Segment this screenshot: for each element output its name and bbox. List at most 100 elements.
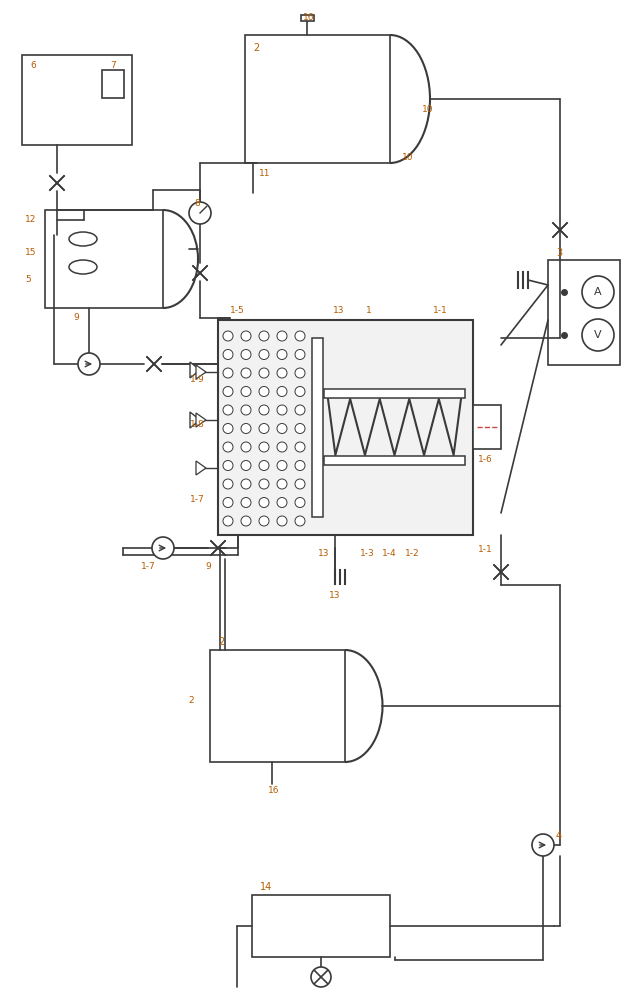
Circle shape [78, 353, 100, 375]
Circle shape [277, 405, 287, 415]
Text: 14: 14 [260, 882, 273, 892]
Circle shape [223, 424, 233, 434]
Bar [473, 405, 501, 449]
Circle shape [295, 368, 305, 378]
Circle shape [295, 479, 305, 489]
Circle shape [189, 202, 211, 224]
Circle shape [241, 331, 251, 341]
Text: 1-8: 1-8 [190, 420, 205, 429]
Circle shape [241, 479, 251, 489]
Text: 9: 9 [205, 562, 211, 571]
Text: 8: 8 [194, 199, 200, 208]
Circle shape [259, 516, 269, 526]
Polygon shape [196, 365, 206, 379]
Circle shape [259, 442, 269, 452]
Circle shape [277, 331, 287, 341]
Text: 5: 5 [25, 275, 31, 284]
Text: 1-1: 1-1 [433, 306, 448, 315]
Circle shape [223, 331, 233, 341]
Polygon shape [190, 362, 200, 378]
Circle shape [277, 368, 287, 378]
Bar [22, 55, 132, 145]
Circle shape [277, 497, 287, 508]
Circle shape [241, 442, 251, 452]
Circle shape [241, 386, 251, 396]
Text: 4: 4 [556, 831, 562, 841]
Text: 1-7: 1-7 [190, 495, 205, 504]
Polygon shape [196, 461, 206, 475]
Circle shape [223, 516, 233, 526]
Bar [102, 70, 124, 98]
Bar [252, 895, 390, 957]
Text: 1-3: 1-3 [360, 549, 375, 558]
Circle shape [277, 424, 287, 434]
Bar [45, 210, 163, 308]
Bar [245, 35, 390, 163]
Circle shape [152, 537, 174, 559]
Text: 1-9: 1-9 [190, 375, 205, 384]
Text: 1-7: 1-7 [141, 562, 156, 571]
Circle shape [223, 497, 233, 508]
Circle shape [241, 497, 251, 508]
Circle shape [277, 516, 287, 526]
Circle shape [582, 319, 614, 351]
Circle shape [241, 368, 251, 378]
Circle shape [295, 516, 305, 526]
Text: 2: 2 [253, 43, 259, 53]
Text: 15: 15 [25, 248, 36, 257]
Text: 1: 1 [366, 306, 372, 315]
Text: A: A [594, 287, 602, 297]
Text: 10: 10 [402, 153, 413, 162]
Circle shape [241, 350, 251, 360]
Circle shape [277, 386, 287, 396]
Polygon shape [196, 413, 206, 427]
Circle shape [223, 405, 233, 415]
Circle shape [277, 350, 287, 360]
Circle shape [259, 386, 269, 396]
Circle shape [295, 460, 305, 471]
Circle shape [223, 460, 233, 471]
Circle shape [259, 497, 269, 508]
Bar [324, 389, 465, 398]
Circle shape [295, 350, 305, 360]
Circle shape [259, 460, 269, 471]
Circle shape [277, 442, 287, 452]
Text: 7: 7 [110, 61, 116, 70]
Text: 3: 3 [556, 248, 562, 258]
Bar [301, 15, 314, 21]
Text: 6: 6 [30, 61, 36, 70]
Circle shape [582, 276, 614, 308]
Text: 16: 16 [268, 786, 279, 795]
Ellipse shape [69, 260, 97, 274]
Circle shape [295, 405, 305, 415]
Circle shape [295, 442, 305, 452]
Circle shape [259, 424, 269, 434]
Text: 13: 13 [333, 306, 345, 315]
Circle shape [259, 368, 269, 378]
Bar [312, 338, 323, 517]
Circle shape [241, 516, 251, 526]
Circle shape [241, 405, 251, 415]
Text: 1-4: 1-4 [382, 549, 397, 558]
Circle shape [295, 386, 305, 396]
Bar [324, 456, 465, 465]
Text: 2: 2 [188, 696, 193, 705]
Bar [210, 650, 345, 762]
Circle shape [259, 405, 269, 415]
Polygon shape [190, 412, 200, 428]
Text: 9: 9 [73, 313, 78, 322]
Circle shape [259, 350, 269, 360]
Circle shape [277, 460, 287, 471]
Circle shape [532, 834, 554, 856]
Text: 1-6: 1-6 [478, 455, 493, 464]
Bar [548, 260, 620, 365]
Text: 13: 13 [318, 549, 330, 558]
Circle shape [259, 331, 269, 341]
Text: 2: 2 [218, 637, 224, 647]
Text: 12: 12 [25, 215, 36, 224]
Bar [218, 320, 473, 535]
Text: 11: 11 [259, 169, 271, 178]
Circle shape [241, 424, 251, 434]
Circle shape [259, 479, 269, 489]
Text: V: V [594, 330, 602, 340]
